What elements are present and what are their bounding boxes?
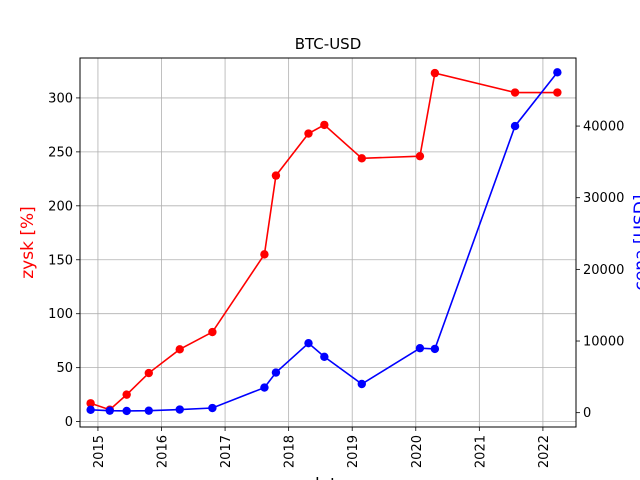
y-left-tick-label: 250: [48, 145, 73, 160]
data-point: [144, 368, 153, 378]
grid: [80, 58, 576, 427]
series-layer: [86, 68, 562, 416]
data-point: [510, 88, 520, 97]
x-tick-label: 2017: [219, 435, 234, 468]
data-point: [304, 129, 313, 138]
y-left-tick-label: 300: [48, 91, 73, 106]
x-tick-label: 2016: [156, 435, 171, 468]
data-point: [320, 352, 329, 361]
x-tick-label: 2022: [537, 435, 552, 468]
y-left-tick-label: 0: [65, 415, 73, 430]
y-left-tick-label: 200: [48, 199, 73, 214]
y-left-tick-label: 150: [48, 253, 73, 268]
data-point: [510, 121, 520, 131]
x-tick-label: 2020: [410, 435, 425, 468]
data-point: [208, 403, 217, 413]
data-point: [430, 68, 440, 78]
y-right-tick-label: 10000: [583, 335, 624, 350]
data-point: [304, 338, 313, 348]
data-point: [105, 406, 114, 415]
data-point: [357, 154, 366, 163]
y-right-tick-label: 30000: [583, 191, 624, 206]
data-point: [430, 344, 440, 354]
x-tick-label: 2015: [92, 435, 107, 468]
data-point: [260, 383, 269, 392]
x-tick-label: 2018: [283, 435, 298, 468]
data-point: [553, 88, 562, 97]
y-right-tick-label: 20000: [583, 263, 624, 278]
data-point: [86, 405, 95, 415]
x-axis-label: data: [309, 475, 347, 480]
y-right-tick-label: 40000: [583, 120, 624, 135]
data-point: [271, 171, 281, 180]
axes: 2015 2016 2017 2018 2019 2020 2021 2022 0 50 100 15…: [48, 91, 624, 468]
data-point: [122, 406, 131, 416]
plot-frame: [79, 57, 577, 428]
y-axis-left-label: zysk [%]: [18, 206, 38, 279]
data-point: [260, 250, 269, 259]
data-point: [357, 379, 366, 389]
y-axis-right-label: cena [USD]: [631, 195, 640, 291]
data-point: [208, 327, 217, 337]
data-point: [415, 343, 425, 353]
chart-title: BTC-USD: [295, 35, 362, 53]
data-point: [320, 120, 329, 130]
x-tick-label: 2019: [346, 435, 361, 468]
y-left-tick-label: 50: [56, 361, 73, 376]
data-point: [144, 406, 153, 415]
data-point: [175, 405, 184, 414]
data-point: [122, 390, 131, 399]
data-point: [175, 345, 184, 354]
x-tick-label: 2021: [473, 435, 488, 468]
data-point: [415, 151, 425, 161]
y-right-tick-label: 0: [583, 406, 591, 421]
data-point: [553, 68, 562, 77]
data-point: [86, 399, 95, 408]
data-point: [271, 368, 281, 377]
y-left-tick-label: 100: [48, 307, 73, 322]
